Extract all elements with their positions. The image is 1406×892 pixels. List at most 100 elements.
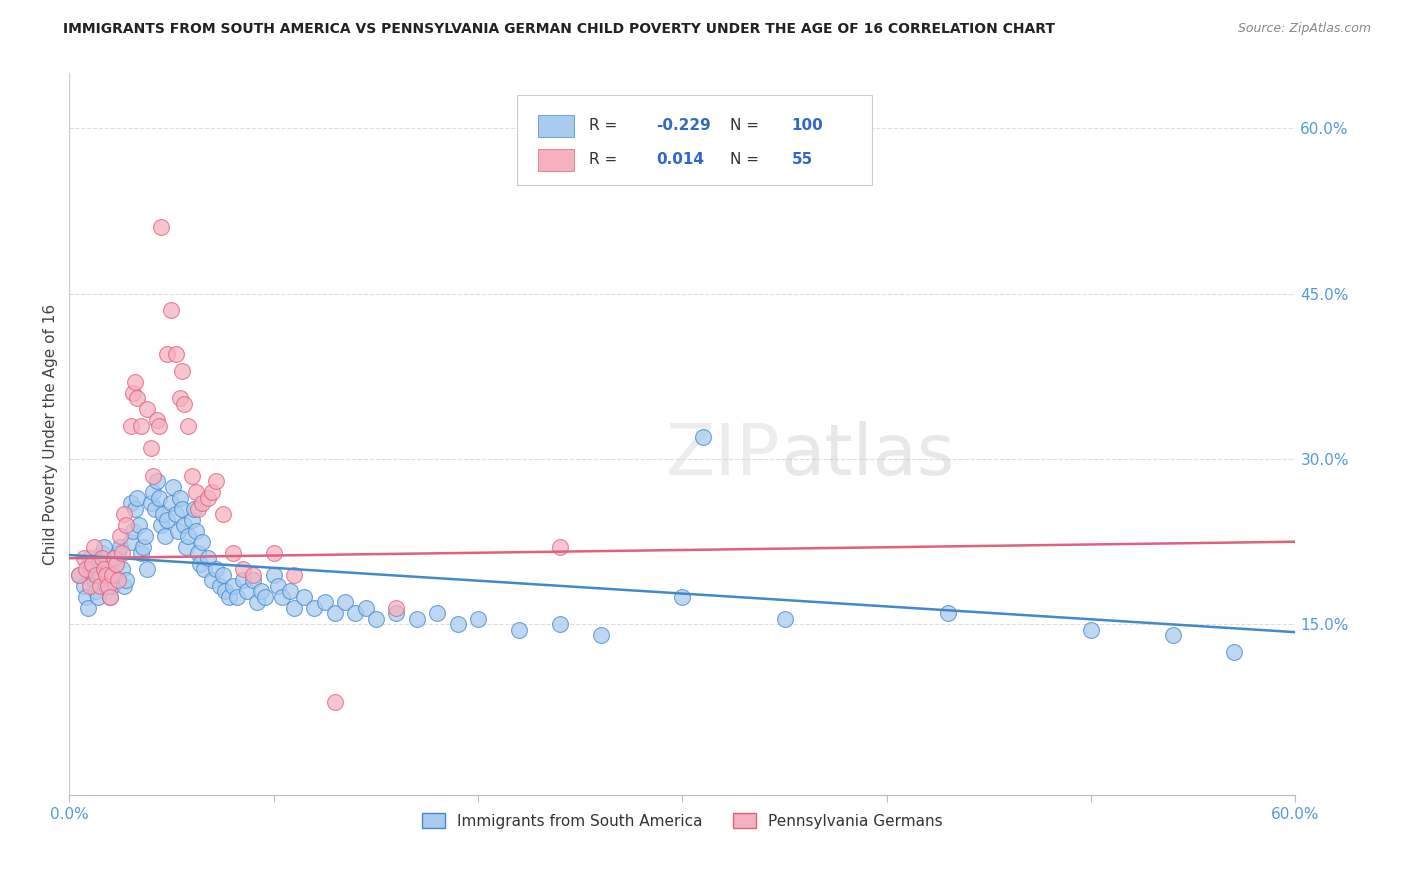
Point [211,507,233,521]
Point [1080,623,1102,637]
Point [283,567,305,582]
Point [426,607,449,621]
Point [156,347,179,361]
Point [120,496,142,510]
Point [146,474,169,488]
Point [134,529,156,543]
Point [148,418,170,433]
Point [105,557,128,571]
Text: R =: R = [589,119,623,133]
Point [162,479,184,493]
Point [201,485,224,500]
Point [169,491,191,505]
Point [80,557,103,571]
Point [323,607,346,621]
Point [671,590,693,604]
Point [125,491,148,505]
Point [267,579,290,593]
FancyBboxPatch shape [537,149,575,170]
Point [90,551,112,566]
Point [111,562,134,576]
Point [292,590,315,604]
Point [405,612,427,626]
Point [135,402,157,417]
Point [1223,645,1246,659]
Point [191,534,214,549]
Point [87,590,110,604]
Point [548,540,571,554]
Point [79,579,101,593]
Point [364,612,387,626]
Point [180,513,202,527]
Point [110,540,132,554]
Point [205,562,228,576]
Point [184,485,207,500]
Text: 0.014: 0.014 [657,153,704,167]
Point [173,397,195,411]
Point [90,546,112,560]
Point [156,513,179,527]
Point [169,392,191,406]
Point [107,574,129,588]
Point [101,567,124,582]
Point [84,584,107,599]
Point [222,546,245,560]
Point [125,392,148,406]
Point [69,567,91,582]
Point [83,540,105,554]
FancyBboxPatch shape [537,115,575,136]
Point [98,590,121,604]
Text: -0.229: -0.229 [657,119,711,133]
Point [150,220,173,235]
Point [94,579,117,593]
Point [142,485,165,500]
Point [180,468,202,483]
Point [191,496,214,510]
Point [152,507,174,521]
Point [105,557,128,571]
Point [112,507,135,521]
Text: IMMIGRANTS FROM SOUTH AMERICA VS PENNSYLVANIA GERMAN CHILD POVERTY UNDER THE AGE: IMMIGRANTS FROM SOUTH AMERICA VS PENNSYL… [63,22,1056,37]
Text: Source: ZipAtlas.com: Source: ZipAtlas.com [1237,22,1371,36]
Point [446,617,468,632]
Point [94,567,117,582]
Point [548,617,571,632]
Point [254,590,277,604]
Point [146,413,169,427]
Point [211,567,233,582]
Y-axis label: Child Poverty Under the Age of 16: Child Poverty Under the Age of 16 [44,303,58,565]
Point [76,600,98,615]
Point [124,375,146,389]
Point [170,364,193,378]
Point [589,628,612,642]
Point [72,579,94,593]
Text: R =: R = [589,153,623,167]
Point [112,579,135,593]
Point [83,574,105,588]
Point [333,595,356,609]
Point [129,546,152,560]
Point [242,567,264,582]
Point [270,590,292,604]
Point [160,496,183,510]
Point [120,534,142,549]
Point [201,574,224,588]
Point [110,529,132,543]
Point [139,496,162,510]
Point [170,501,193,516]
Point [183,501,205,516]
Point [278,584,301,599]
Point [75,562,97,576]
Point [467,612,489,626]
Point [177,418,200,433]
Point [103,567,125,582]
Point [79,551,101,566]
Point [174,540,197,554]
Point [124,501,146,516]
Point [205,474,228,488]
Point [121,524,143,538]
Point [354,600,377,615]
Point [150,518,173,533]
Point [250,584,273,599]
Point [236,584,259,599]
